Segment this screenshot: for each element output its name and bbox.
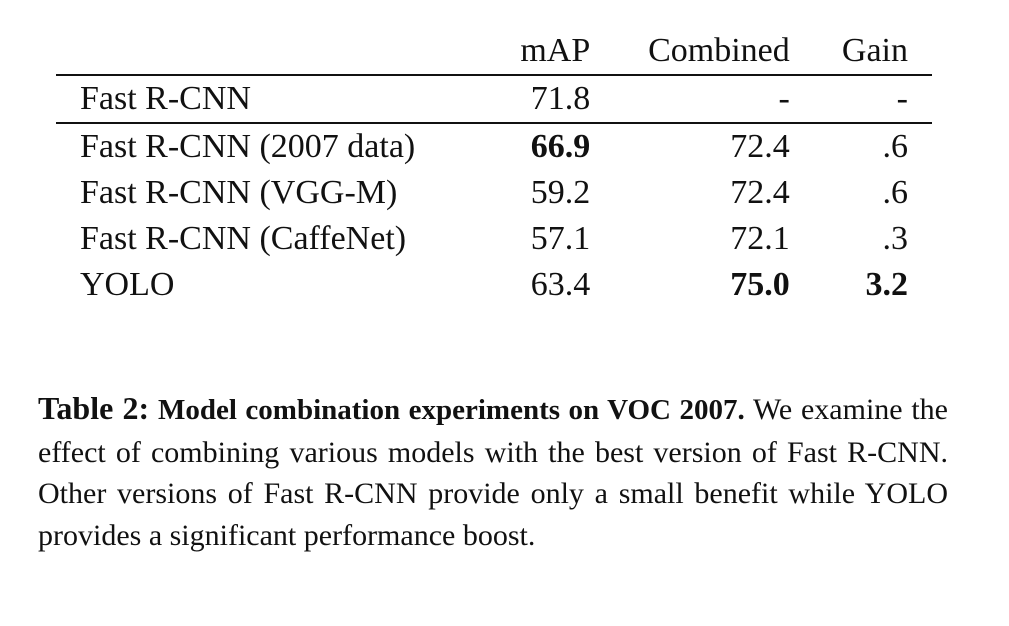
cell-map: 59.2 [530,174,591,211]
header-model [56,28,510,76]
header-gain: Gain [789,28,932,76]
cell-model: Fast R-CNN (2007 data) [80,128,416,165]
table-header-row: mAP Combined Gain [56,28,932,76]
table-row: YOLO 63.4 75.0 3.2 [56,262,932,308]
cell-gain: .6 [882,174,909,211]
cell-combined: 75.0 [730,266,790,303]
caption-body: We examine the effect of combining vario… [38,393,948,552]
cell-map: 66.9 [530,128,591,165]
table-row-baseline: Fast R-CNN 71.8 - - [56,75,932,124]
table-caption: Table 2: Model combination experiments o… [38,388,948,556]
cell-model: Fast R-CNN (CaffeNet) [80,220,407,257]
cell-model: Fast R-CNN (VGG-M) [80,174,398,211]
cell-map: 71.8 [509,75,591,124]
cell-gain: .6 [882,128,909,165]
caption-label: Table 2: [38,390,150,426]
cell-combined: 72.1 [730,220,790,257]
header-combined: Combined [590,28,790,76]
cell-gain: .3 [882,220,909,257]
header-map: mAP [509,28,591,76]
caption-title: Model combination experiments on VOC 200… [157,394,745,426]
results-table: mAP Combined Gain Fast R-CNN 71.8 - - Fa… [56,28,932,308]
cell-model: Fast R-CNN [56,75,510,124]
cell-combined: - [590,75,790,124]
table-row: Fast R-CNN (2007 data) 66.9 72.4 .6 [56,123,932,170]
table-row: Fast R-CNN (CaffeNet) 57.1 72.1 .3 [56,216,932,262]
cell-model: YOLO [80,266,175,303]
cell-gain: 3.2 [865,266,909,303]
cell-combined: 72.4 [730,174,790,211]
cell-gain: - [789,75,932,124]
cell-map: 63.4 [530,266,591,303]
cell-map: 57.1 [530,220,591,257]
cell-combined: 72.4 [730,128,790,165]
table-row: Fast R-CNN (VGG-M) 59.2 72.4 .6 [56,170,932,216]
